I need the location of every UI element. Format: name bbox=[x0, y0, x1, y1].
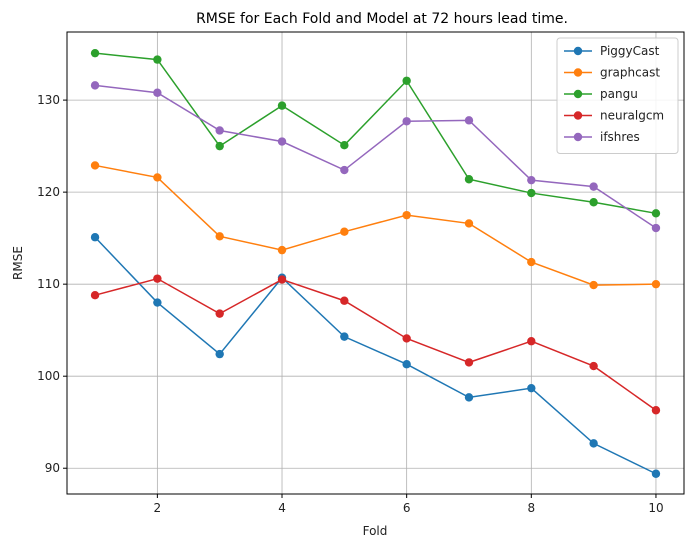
x-tick-label: 8 bbox=[527, 501, 535, 515]
legend-marker bbox=[573, 111, 583, 120]
data-point-pangu bbox=[402, 76, 411, 85]
series-ifshres bbox=[90, 81, 661, 233]
series-line-neuralgcm bbox=[94, 277, 657, 411]
y-tick-label: 110 bbox=[37, 277, 60, 291]
data-point-piggycast bbox=[651, 469, 661, 478]
x-axis-label: Fold bbox=[363, 524, 388, 538]
data-point-ifshres bbox=[464, 116, 474, 125]
series-layer bbox=[90, 48, 661, 478]
data-point-graphcast bbox=[402, 210, 411, 220]
tick-layer: 2 4 6 8 10 90 100 110 120 130 bbox=[37, 93, 664, 515]
data-point-piggycast bbox=[527, 383, 536, 393]
x-tick-label: 2 bbox=[154, 501, 162, 515]
legend-marker bbox=[573, 89, 583, 99]
data-point-graphcast bbox=[651, 279, 661, 289]
data-point-neuralgcm bbox=[90, 291, 100, 300]
plot-frame bbox=[66, 31, 685, 495]
data-point-graphcast bbox=[589, 280, 598, 290]
legend-item-ifshres: ifshres bbox=[564, 130, 640, 144]
legend-marker bbox=[573, 132, 583, 142]
data-point-graphcast bbox=[340, 227, 349, 236]
legend: PiggyCast graphcast pangu neuralgcm ifshres bbox=[556, 37, 679, 154]
data-point-pangu bbox=[651, 209, 661, 218]
legend-marker bbox=[573, 68, 583, 77]
y-tick-label: 130 bbox=[37, 93, 60, 107]
data-point-ifshres bbox=[90, 81, 100, 90]
data-point-neuralgcm bbox=[340, 296, 349, 305]
data-point-neuralgcm bbox=[153, 274, 162, 283]
legend-item-piggycast: PiggyCast bbox=[564, 44, 660, 58]
legend-label: ifshres bbox=[600, 130, 640, 144]
data-point-ifshres bbox=[215, 126, 224, 135]
series-graphcast bbox=[90, 161, 661, 290]
data-point-piggycast bbox=[90, 233, 100, 242]
series-line-piggycast bbox=[94, 236, 657, 475]
data-point-ifshres bbox=[153, 88, 162, 97]
data-point-ifshres bbox=[651, 223, 661, 233]
data-point-ifshres bbox=[527, 175, 536, 185]
data-point-piggycast bbox=[153, 298, 162, 307]
data-point-graphcast bbox=[464, 219, 474, 228]
legend-label: pangu bbox=[600, 87, 638, 101]
data-point-neuralgcm bbox=[464, 358, 474, 367]
data-point-pangu bbox=[90, 48, 100, 58]
series-line-pangu bbox=[94, 52, 657, 215]
legend-item-graphcast: graphcast bbox=[564, 66, 660, 80]
data-point-graphcast bbox=[527, 257, 536, 267]
series-neuralgcm bbox=[90, 274, 661, 415]
y-axis-label: RMSE bbox=[11, 246, 25, 280]
data-point-ifshres bbox=[277, 137, 287, 146]
data-point-ifshres bbox=[589, 182, 598, 191]
x-tick-label: 6 bbox=[403, 501, 411, 515]
x-tick-label: 10 bbox=[648, 501, 663, 515]
x-tick-label: 4 bbox=[278, 501, 286, 515]
data-point-pangu bbox=[215, 141, 224, 151]
data-point-neuralgcm bbox=[527, 337, 536, 346]
data-point-piggycast bbox=[215, 349, 224, 359]
data-point-pangu bbox=[277, 101, 287, 110]
data-point-pangu bbox=[527, 188, 536, 198]
y-tick-label: 90 bbox=[45, 461, 60, 475]
chart-title: RMSE for Each Fold and Model at 72 hours… bbox=[196, 11, 568, 27]
data-point-pangu bbox=[340, 140, 349, 150]
data-point-piggycast bbox=[464, 393, 474, 402]
data-point-graphcast bbox=[90, 161, 100, 170]
data-point-neuralgcm bbox=[215, 309, 224, 318]
data-point-piggycast bbox=[402, 360, 411, 369]
series-line-ifshres bbox=[94, 84, 657, 229]
y-tick-label: 100 bbox=[37, 369, 60, 383]
legend-box bbox=[556, 37, 679, 154]
data-point-pangu bbox=[589, 198, 598, 207]
data-point-graphcast bbox=[277, 245, 287, 255]
series-piggycast bbox=[90, 233, 661, 478]
legend-item-pangu: pangu bbox=[564, 87, 638, 101]
data-point-neuralgcm bbox=[651, 406, 661, 415]
data-point-pangu bbox=[464, 175, 474, 184]
series-pangu bbox=[90, 48, 661, 218]
data-point-neuralgcm bbox=[277, 275, 287, 284]
data-point-piggycast bbox=[589, 439, 598, 448]
data-point-graphcast bbox=[153, 173, 162, 182]
legend-item-neuralgcm: neuralgcm bbox=[564, 109, 664, 123]
data-point-neuralgcm bbox=[402, 334, 411, 343]
series-line-graphcast bbox=[94, 164, 656, 286]
y-tick-label: 120 bbox=[37, 185, 60, 199]
data-point-ifshres bbox=[402, 117, 411, 126]
legend-label: PiggyCast bbox=[600, 44, 660, 58]
data-point-neuralgcm bbox=[589, 361, 598, 371]
legend-marker bbox=[573, 46, 583, 56]
data-point-graphcast bbox=[215, 232, 224, 241]
legend-label: graphcast bbox=[600, 66, 660, 80]
legend-label: neuralgcm bbox=[600, 109, 664, 123]
data-point-piggycast bbox=[340, 332, 349, 341]
data-point-pangu bbox=[153, 55, 162, 64]
data-point-ifshres bbox=[340, 165, 349, 175]
